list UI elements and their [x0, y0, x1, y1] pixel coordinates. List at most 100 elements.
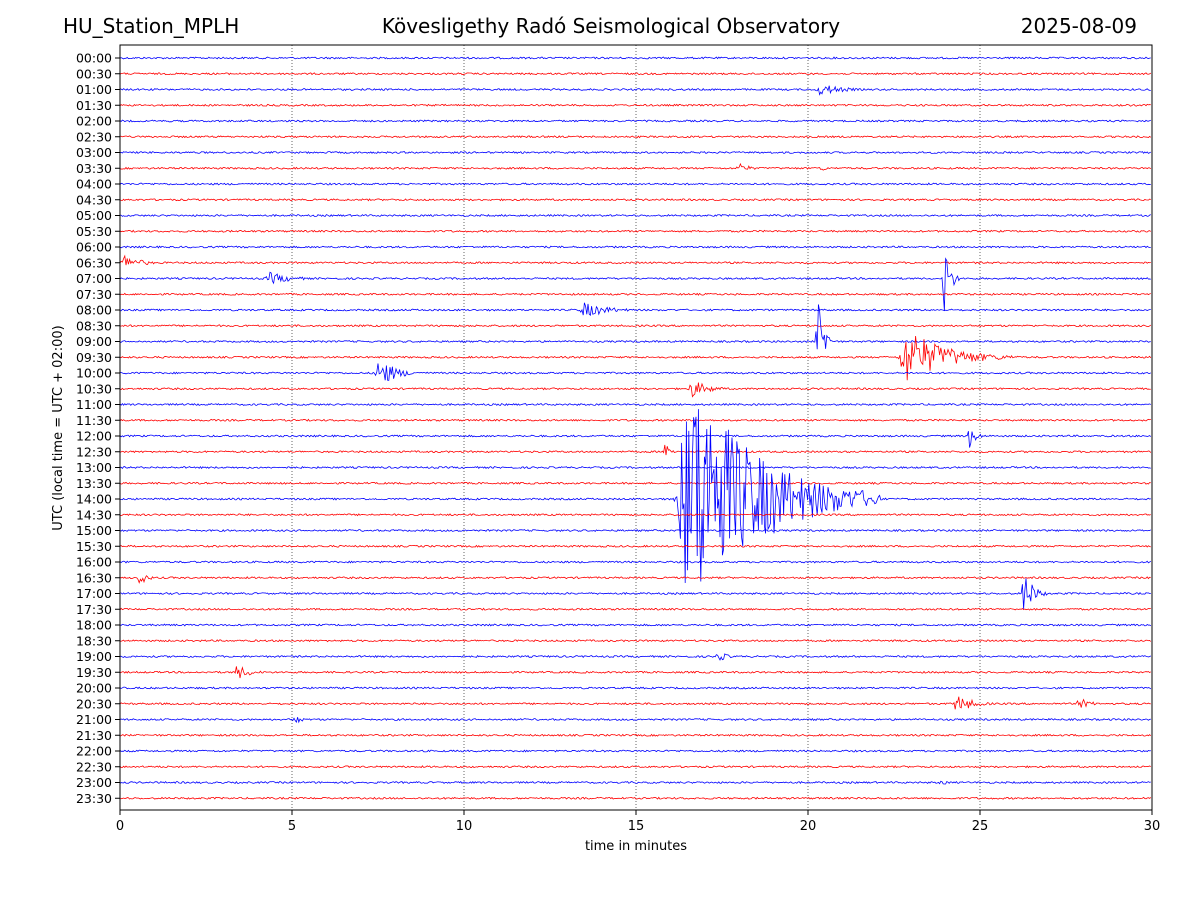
trace-0600 [119, 245, 1151, 249]
y-tick-label: 16:00 [76, 555, 112, 570]
y-tick-label: 03:30 [76, 161, 112, 176]
trace-1800 [119, 623, 1152, 627]
trace-1330 [119, 481, 1151, 485]
trace-0400 [119, 182, 1151, 186]
trace-2000 [119, 686, 1152, 690]
y-tick-label: 02:30 [76, 129, 112, 144]
trace-0330 [119, 162, 1152, 171]
trace-1630 [119, 575, 1151, 584]
y-tick-label: 18:30 [76, 633, 112, 648]
y-tick-label: 19:00 [76, 649, 112, 664]
y-tick-label: 22:30 [76, 759, 112, 774]
y-tick-label: 01:30 [76, 98, 112, 113]
trace-2130 [119, 733, 1152, 737]
station-name: HU_Station_MPLH [63, 14, 240, 38]
y-tick-label: 23:30 [76, 791, 112, 806]
y-tick-label: 20:30 [76, 696, 112, 711]
y-tick-label: 17:30 [76, 602, 112, 617]
trace-1030 [119, 382, 1151, 398]
trace-1700 [119, 578, 1151, 609]
y-tick-label: 21:00 [76, 712, 112, 727]
trace-1400 [119, 409, 1151, 583]
y-tick-label: 11:30 [76, 413, 112, 428]
trace-0130 [119, 103, 1151, 107]
y-tick-label: 09:00 [76, 334, 112, 349]
trace-1230 [119, 444, 1152, 456]
trace-2030 [119, 696, 1151, 710]
x-tick-label: 20 [800, 819, 817, 834]
record-date: 2025-08-09 [1020, 14, 1137, 38]
y-tick-label: 11:00 [76, 397, 112, 412]
y-tick-label: 15:30 [76, 539, 112, 554]
y-tick-label: 22:00 [76, 744, 112, 759]
trace-0300 [119, 150, 1152, 155]
trace-0230 [119, 135, 1152, 139]
x-tick-label: 25 [972, 819, 989, 834]
y-tick-label: 06:00 [76, 240, 112, 255]
grid-lines [291, 45, 981, 810]
trace-0730 [119, 292, 1151, 296]
trace-0030 [119, 72, 1152, 76]
y-tick-label: 14:00 [76, 492, 112, 507]
y-tick-label: 10:00 [76, 366, 112, 381]
y-tick-label: 12:30 [76, 444, 112, 459]
y-tick-label: 03:00 [76, 145, 112, 160]
y-tick-label: 23:00 [76, 775, 112, 790]
y-tick-label: 10:30 [76, 381, 112, 396]
trace-0000 [119, 56, 1151, 60]
trace-2200 [119, 749, 1151, 753]
y-tick-label: 06:30 [76, 255, 112, 270]
trace-1600 [119, 560, 1152, 564]
y-axis-label: UTC (local time = UTC + 02:00) [51, 325, 66, 530]
observatory-title: Kövesligethy Radó Seismological Observat… [381, 14, 841, 38]
y-tick-label: 12:00 [76, 429, 112, 444]
y-tick-label: 13:00 [76, 460, 112, 475]
trace-1100 [119, 402, 1151, 406]
y-tick-label: 18:00 [76, 618, 112, 633]
trace-1000 [119, 363, 1151, 381]
trace-1300 [119, 465, 1151, 470]
trace-1530 [119, 544, 1151, 548]
x-tick-label: 5 [288, 819, 296, 834]
trace-0800 [119, 302, 1151, 316]
y-tick-label: 20:00 [76, 681, 112, 696]
y-tick-label: 17:00 [76, 586, 112, 601]
y-tick-label: 04:30 [76, 192, 112, 207]
trace-0900 [119, 304, 1151, 350]
x-tick-label: 30 [1144, 819, 1161, 834]
y-tick-label: 04:00 [76, 177, 112, 192]
trace-0530 [119, 229, 1152, 233]
trace-1430 [119, 513, 1151, 517]
trace-0830 [119, 324, 1152, 328]
y-tick-label: 15:00 [76, 523, 112, 538]
trace-1830 [119, 639, 1152, 643]
x-tick-label: 15 [628, 819, 645, 834]
trace-0700 [119, 257, 1151, 311]
y-tick-label: 01:00 [76, 82, 112, 97]
y-tick-label: 00:00 [76, 51, 112, 66]
x-tick-label: 10 [456, 819, 473, 834]
y-tick-label: 13:30 [76, 476, 112, 491]
y-tick-label: 05:30 [76, 224, 112, 239]
trace-1900 [119, 653, 1152, 661]
y-tick-label: 00:30 [76, 66, 112, 81]
trace-0430 [119, 198, 1151, 202]
y-tick-label: 16:30 [76, 570, 112, 585]
trace-2330 [119, 796, 1152, 800]
trace-0100 [119, 85, 1151, 96]
y-tick-label: 05:00 [76, 208, 112, 223]
trace-2100 [119, 717, 1151, 724]
y-tick-label: 07:00 [76, 271, 112, 286]
y-tick-label: 09:30 [76, 350, 112, 365]
trace-1130 [119, 418, 1151, 422]
trace-group [119, 56, 1152, 800]
x-tick-label: 0 [116, 819, 124, 834]
y-tick-label: 02:00 [76, 114, 112, 129]
y-tick-label: 07:30 [76, 287, 112, 302]
trace-1500 [119, 529, 1152, 533]
trace-1200 [119, 431, 1152, 448]
trace-2230 [119, 765, 1151, 769]
trace-1730 [119, 607, 1151, 611]
trace-0200 [119, 119, 1151, 123]
